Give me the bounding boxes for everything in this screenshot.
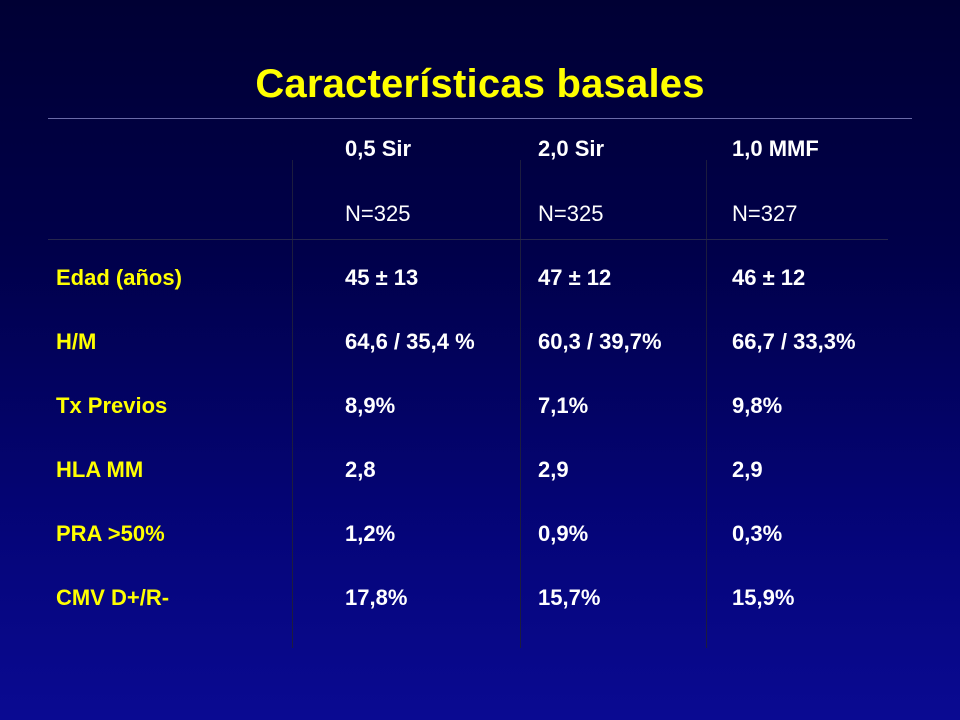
row-label: H/M <box>56 329 97 354</box>
row-label: CMV D+/R- <box>56 585 170 610</box>
table-cell: 64,6 / 35,4 % <box>345 329 475 354</box>
table-cell: 8,9% <box>345 393 396 418</box>
table-cell: 47 ± 12 <box>538 265 612 290</box>
row-label: PRA >50% <box>56 521 165 546</box>
table-cell: 7,1% <box>538 393 589 418</box>
column-header-count: N=325 <box>345 201 411 226</box>
table-cell: 17,8% <box>345 585 408 610</box>
table-cell: 2,8 <box>345 457 376 482</box>
table-cell: 66,7 / 33,3% <box>732 329 856 354</box>
column-header-name: 1,0 MMF <box>732 136 819 161</box>
table-cell: 0,9% <box>538 521 589 546</box>
table-cell: 15,9% <box>732 585 795 610</box>
column-header-name: 2,0 Sir <box>538 136 605 161</box>
column-header-count: N=325 <box>538 201 604 226</box>
table-cell: 2,9 <box>732 457 763 482</box>
title-divider <box>48 118 912 119</box>
table-column-divider <box>292 160 293 648</box>
table-cell: 15,7% <box>538 585 601 610</box>
table-cell: 9,8% <box>732 393 783 418</box>
table-cell: 1,2% <box>345 521 396 546</box>
table-cell: 45 ± 13 <box>345 265 419 290</box>
table-cell: 2,9 <box>538 457 569 482</box>
column-header-count: N=327 <box>732 201 798 226</box>
table-cell: 0,3% <box>732 521 783 546</box>
table-column-divider <box>706 160 707 648</box>
row-label: Edad (años) <box>56 265 182 290</box>
row-label: HLA MM <box>56 457 144 482</box>
slide-title: Características basales <box>255 62 705 106</box>
row-label: Tx Previos <box>56 393 168 418</box>
table-cell: 60,3 / 39,7% <box>538 329 662 354</box>
table-column-divider <box>520 160 521 648</box>
table-header-divider <box>48 239 888 240</box>
table-cell: 46 ± 12 <box>732 265 806 290</box>
column-header-name: 0,5 Sir <box>345 136 412 161</box>
